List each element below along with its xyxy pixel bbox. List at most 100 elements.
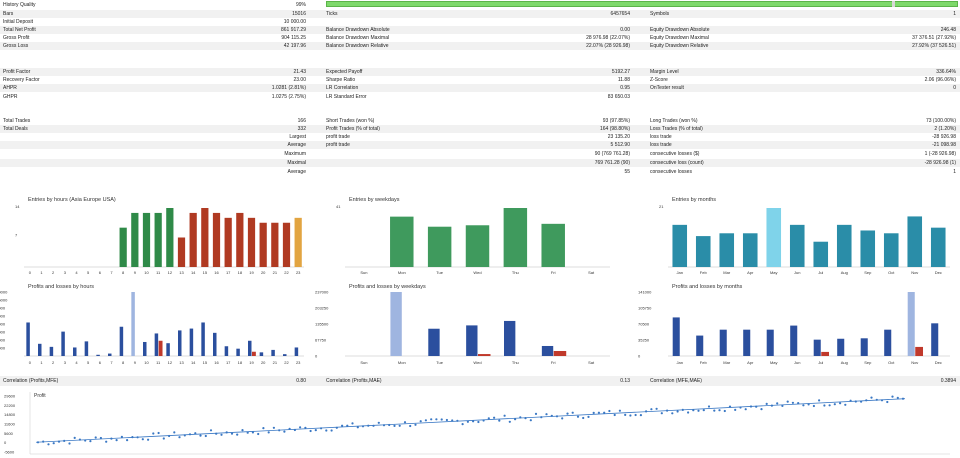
x-tick-label: Apr: [747, 270, 754, 275]
scatter-point: [361, 425, 365, 428]
profit-bar: [931, 323, 939, 356]
stat-value: 23 135.20: [607, 134, 630, 140]
stat-value: 55: [624, 169, 630, 175]
y-tick-label: 0: [638, 354, 641, 359]
scatter-point: [498, 419, 501, 422]
stat-value: 73 (100.00%): [925, 118, 956, 124]
scatter-point: [367, 424, 370, 427]
stat-label: Profit Factor: [3, 69, 31, 75]
y-tick-label: 75000: [0, 314, 6, 319]
y-tick-label: 41: [336, 204, 341, 209]
scatter-point: [487, 417, 490, 420]
stat-label: Equity Drawdown Absolute: [650, 27, 710, 33]
profits-losses-by-weekdays-chart: Profits and losses by weekdays 237000 2032…: [315, 284, 610, 365]
scatter-point: [414, 423, 417, 426]
stat-value: 1: [953, 11, 956, 17]
scatter-point: [335, 426, 338, 429]
x-tick-label: 19: [249, 360, 254, 365]
loss-bar: [158, 340, 163, 356]
y-tick-label: 30000: [0, 338, 6, 343]
stat-value: -21 098.98: [932, 142, 956, 148]
stat-value: 83 650.03: [607, 94, 630, 100]
x-tick-label: 9: [134, 270, 137, 275]
bar: [860, 230, 876, 267]
profit-bar: [201, 322, 205, 356]
scatter-point: [514, 418, 517, 421]
stat-value: [200, 48, 306, 56]
bar: [930, 227, 946, 267]
bar: [166, 208, 174, 267]
x-tick-label: 13: [179, 360, 184, 365]
stats-row: Maximum 90 (769 761.28) consecutive losses…: [0, 150, 960, 158]
x-tick-label: 17: [226, 270, 231, 275]
stats-row: [0, 48, 960, 56]
profit-bar: [259, 352, 264, 356]
stat-label: Initial Deposit: [3, 19, 34, 25]
stat-value: 164 (98.80%): [599, 126, 630, 132]
x-tick-label: 8: [122, 270, 125, 275]
scatter-point: [886, 400, 889, 404]
stat-value: 332: [297, 126, 306, 132]
stat-label: Z-Score: [650, 77, 668, 83]
stat-label: [326, 159, 486, 167]
history-quality-marker: [892, 1, 895, 7]
x-tick-label: 6: [99, 360, 102, 365]
stats-row: [0, 100, 960, 108]
x-tick-label: 2: [52, 360, 55, 365]
scatter-point: [634, 413, 637, 417]
x-tick-label: 5: [87, 270, 90, 275]
scatter-point: [828, 404, 831, 407]
scatter-point: [440, 418, 443, 421]
stat-value: 28 976.98 (22.07%): [586, 35, 630, 41]
stat-label: Expected Payoff: [326, 69, 363, 75]
bar: [766, 208, 782, 267]
profit-bar: [189, 328, 194, 356]
scatter-point: [99, 436, 102, 440]
stat-label: GHPR: [3, 94, 18, 100]
y-tick-label: -5600: [4, 450, 15, 455]
profit-bar: [504, 320, 516, 356]
profit-bar: [38, 343, 42, 356]
scatter-point: [126, 439, 129, 442]
scatter-point: [461, 423, 464, 426]
stat-label: Short Trades (won %): [326, 118, 375, 124]
scatter-point: [524, 417, 527, 420]
x-tick-label: 1: [40, 270, 43, 275]
scatter-point: [880, 399, 884, 402]
y-tick-label: 105750: [638, 306, 652, 311]
stat-value: 42 197.96: [283, 43, 306, 49]
scatter-point: [403, 421, 407, 424]
scatter-point: [875, 398, 878, 401]
scatter-point: [472, 420, 475, 423]
stats-row: Largest profit trade 23 135.20 loss trade -2…: [0, 133, 960, 141]
corr-label-2: Correlation (Profits,MAE): [326, 378, 382, 384]
scatter-point: [503, 414, 506, 417]
y-tick-label: 22200: [4, 403, 16, 408]
stats-row: Maximal 769 761.28 (90) consecutive loss (…: [0, 159, 960, 167]
scatter-point: [807, 403, 810, 406]
scatter-point: [236, 433, 239, 436]
stat-value: [520, 18, 630, 26]
x-tick-label: 13: [179, 270, 184, 275]
x-tick-label: 5: [87, 360, 90, 365]
stat-value: 1.0275 (2.75%): [271, 94, 306, 100]
stat-label: Balance Drawdown Absolute: [326, 27, 390, 33]
y-tick-label: 70500: [638, 322, 650, 327]
scatter-point: [272, 426, 275, 429]
x-tick-label: 11: [156, 270, 161, 275]
scatter-point: [320, 427, 323, 430]
scatter-point: [445, 418, 448, 422]
profit-bar: [96, 354, 100, 356]
scatter-point: [157, 431, 160, 435]
corr-label-3: Correlation (MFE,MAE): [650, 378, 702, 384]
stats-row: Gross Loss 42 197.96 Balance Drawdown Rela…: [0, 42, 960, 50]
x-tick-label: Aug: [841, 270, 848, 275]
chart-title: Entries by months: [672, 197, 716, 203]
scatter-point: [52, 442, 55, 445]
correlation-row: Correlation (Profits,MFE) 0.80 Correlati…: [0, 376, 960, 386]
scatter-point: [655, 407, 658, 410]
scatter-point: [199, 434, 202, 437]
profit-bar: [466, 325, 478, 356]
scatter-point: [671, 412, 674, 415]
